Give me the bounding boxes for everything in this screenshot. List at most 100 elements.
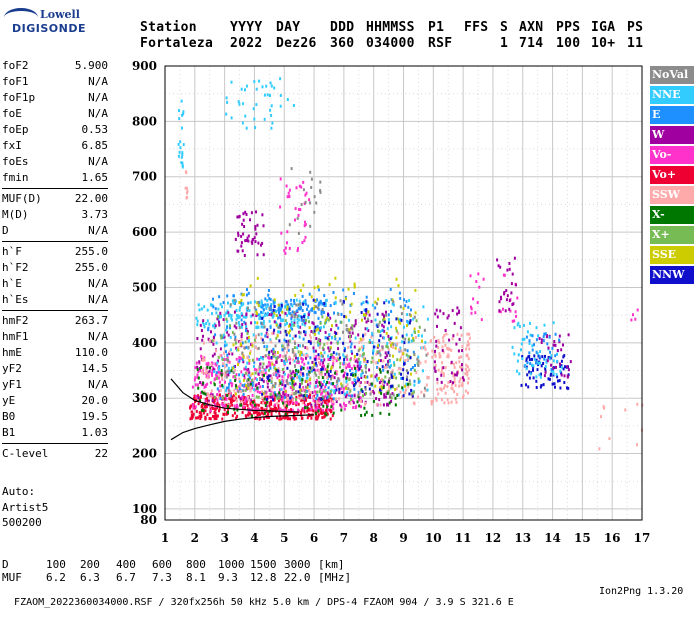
echo-point [218,409,220,413]
echo-point [320,391,323,395]
echo-point [406,319,409,323]
echo-point [318,361,320,365]
echo-point [387,380,390,384]
echo-point [388,337,390,341]
echo-point [216,398,219,402]
echo-point [230,314,233,318]
echo-point [511,345,514,349]
echo-point [304,333,307,337]
echo-point [204,415,207,419]
echo-point [290,378,293,382]
echo-point [319,190,322,194]
echo-point [345,355,348,359]
echo-point [291,310,294,314]
echo-point [300,411,302,414]
echo-point [248,383,251,387]
echo-point [283,346,286,350]
echo-point [333,330,336,334]
echo-point [324,336,327,340]
echo-point [225,328,228,332]
echo-point [336,385,339,389]
header-label-4: HHMMSS [366,20,415,35]
echo-point [357,394,360,398]
echo-point [276,351,279,355]
echo-point [266,373,269,377]
echo-point [287,375,289,379]
echo-point [366,301,369,305]
echo-point [272,352,275,356]
echo-point [301,360,304,364]
echo-point [412,317,415,321]
echo-point [237,100,240,104]
echo-point [362,344,365,348]
echo-point [283,386,286,390]
echo-point [315,390,318,394]
echo-point [312,396,315,400]
echo-point [303,323,306,327]
echo-point [215,311,218,315]
echo-point [543,357,546,361]
echo-point [278,394,281,398]
echo-point [506,294,509,298]
echo-point [560,365,563,369]
echo-point [374,318,377,322]
echo-point [292,412,295,416]
echo-point [215,414,218,418]
echo-point [294,334,297,338]
echo-point [263,397,266,401]
echo-point [292,377,295,380]
echo-point [214,307,217,311]
echo-point [277,403,280,407]
echo-point [228,389,231,393]
echo-point [521,338,524,341]
echo-point [343,361,345,365]
echo-point [334,357,337,360]
echo-point [179,146,182,150]
echo-point [238,359,241,363]
echo-point [417,334,420,337]
echo-point [548,335,551,339]
echo-point [237,390,240,394]
echo-point [235,373,238,377]
echo-point [306,307,308,311]
echo-point [381,346,384,350]
echo-point [557,379,559,383]
x-tick-label: 12 [485,531,502,545]
echo-point [352,401,355,405]
echo-point [321,346,324,350]
echo-point [371,303,374,307]
echo-point [286,415,289,419]
echo-point [524,364,527,367]
echo-point [356,360,359,364]
param-value: N/A [88,293,108,306]
echo-point [474,311,477,315]
echo-point [466,365,469,369]
echo-point [320,373,323,377]
echo-point [454,373,457,377]
echo-point [250,211,253,215]
echo-point [266,395,269,399]
echo-point [206,376,209,380]
echo-point [213,322,216,326]
echo-point [277,308,280,312]
echo-point [220,369,223,373]
echo-point [398,371,401,375]
echo-point [186,191,188,195]
echo-point [277,355,280,359]
echo-point [315,354,318,358]
echo-point [225,363,228,367]
echo-point [387,300,390,304]
echo-point [313,210,316,214]
echo-point [379,370,382,374]
param-key: hmF2 [2,314,29,327]
echo-point [251,344,254,348]
x-tick-label: 15 [574,531,591,545]
echo-point [378,398,381,402]
echo-point [520,348,522,352]
echo-point [348,365,351,369]
param-key: fxI [2,139,22,152]
echo-point [357,393,360,397]
echo-point [417,364,420,367]
echo-point [350,373,353,377]
echo-point [227,359,230,362]
